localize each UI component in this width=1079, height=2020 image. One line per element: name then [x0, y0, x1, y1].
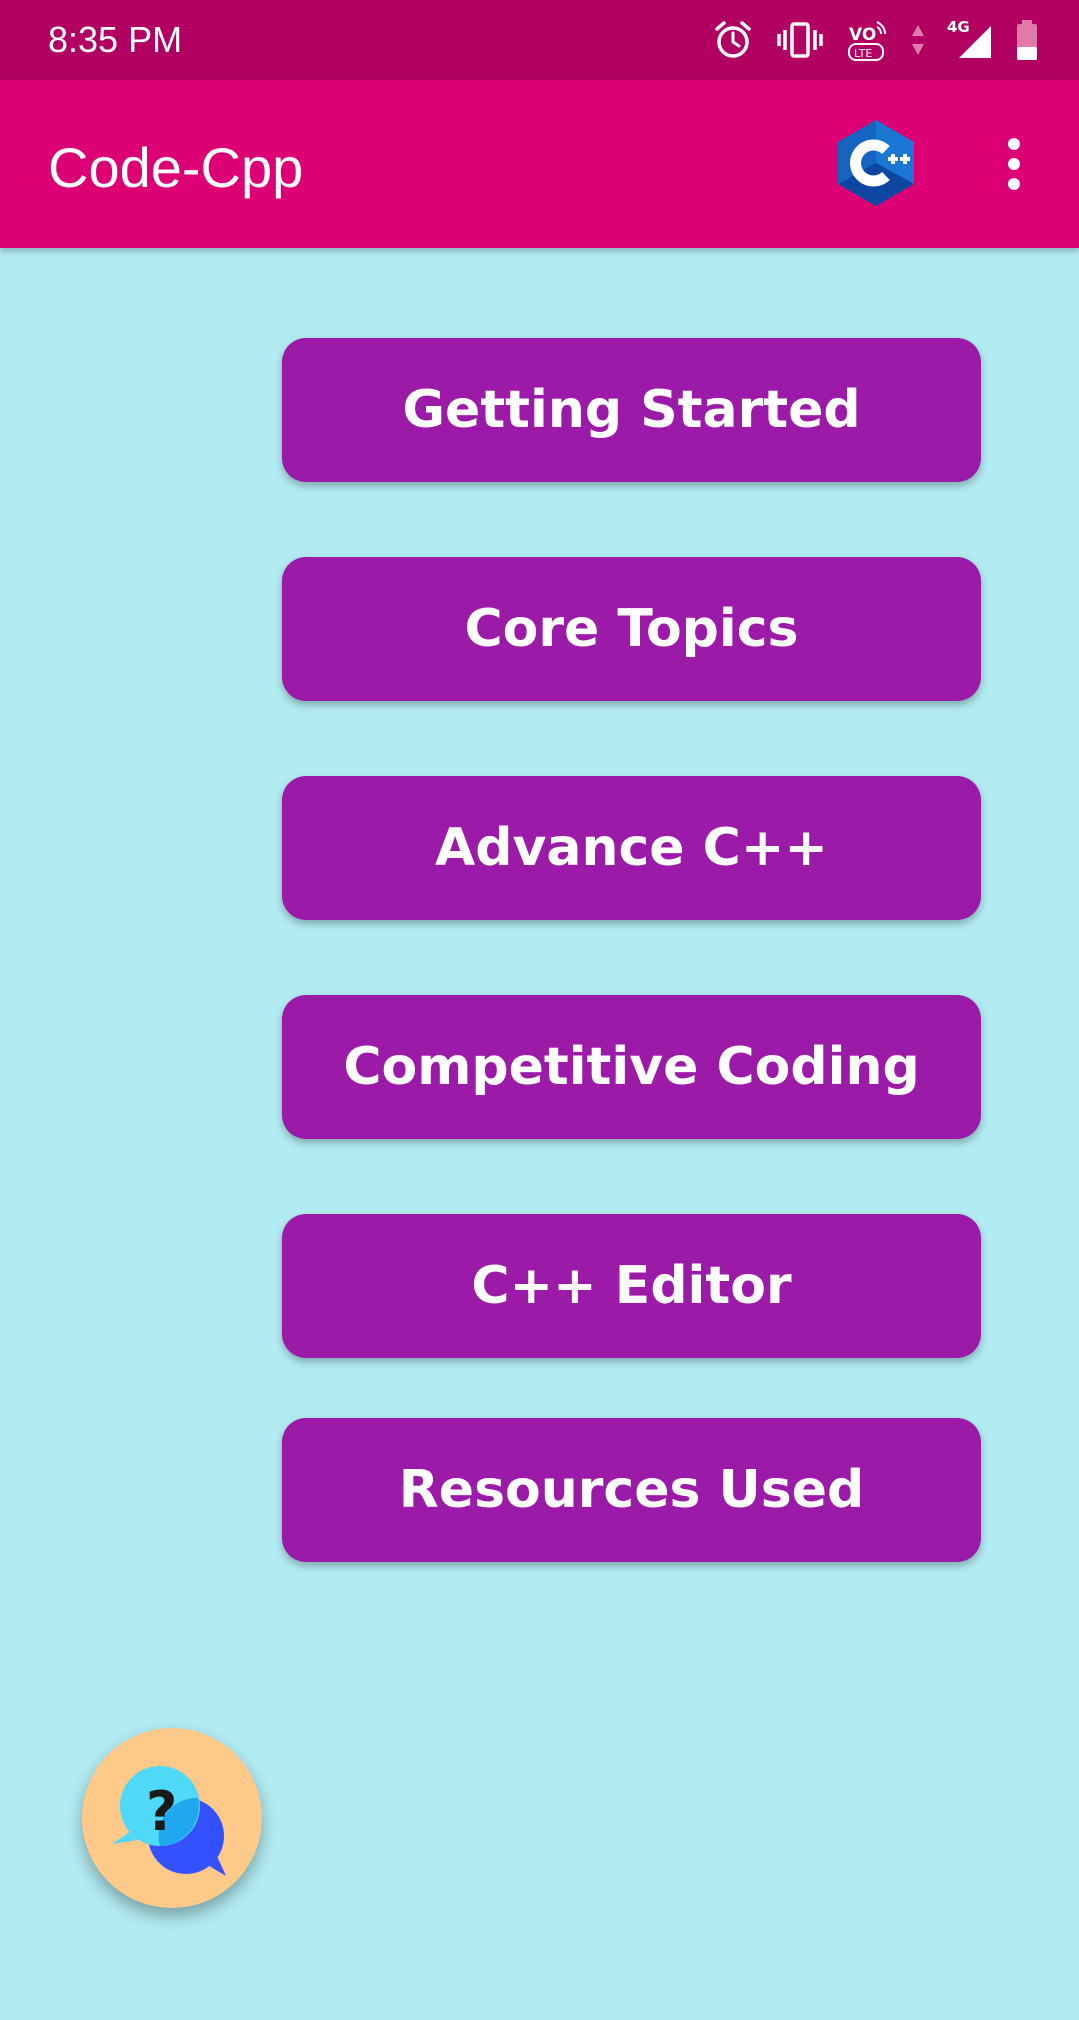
getting-started-button[interactable]: Getting Started	[282, 338, 981, 482]
app-title: Code-Cpp	[48, 136, 304, 199]
alarm-icon	[713, 20, 753, 60]
resources-used-button[interactable]: Resources Used	[282, 1418, 981, 1562]
svg-text:?: ?	[146, 1780, 177, 1843]
app-bar: Code-Cpp	[0, 80, 1079, 248]
status-bar: 8:35 PM VO LTE	[0, 0, 1079, 80]
vibrate-icon	[775, 20, 825, 60]
volte-icon: VO LTE	[847, 18, 889, 62]
svg-text:VO: VO	[849, 25, 876, 45]
svg-text:LTE: LTE	[854, 47, 872, 60]
help-fab[interactable]: ?	[82, 1728, 262, 1908]
status-icons: VO LTE 4G	[713, 18, 1039, 62]
svg-text:4G: 4G	[947, 18, 970, 36]
advance-cpp-button[interactable]: Advance C++	[282, 776, 981, 920]
more-vert-icon[interactable]	[994, 136, 1034, 192]
cpp-editor-button[interactable]: C++ Editor	[282, 1214, 981, 1358]
battery-icon	[1015, 19, 1039, 61]
cpp-logo-icon	[834, 118, 918, 208]
data-arrows-icon	[911, 23, 925, 57]
signal-4g-icon: 4G	[947, 18, 993, 62]
status-time: 8:35 PM	[48, 19, 183, 60]
core-topics-button[interactable]: Core Topics	[282, 557, 981, 701]
competitive-coding-button[interactable]: Competitive Coding	[282, 995, 981, 1139]
